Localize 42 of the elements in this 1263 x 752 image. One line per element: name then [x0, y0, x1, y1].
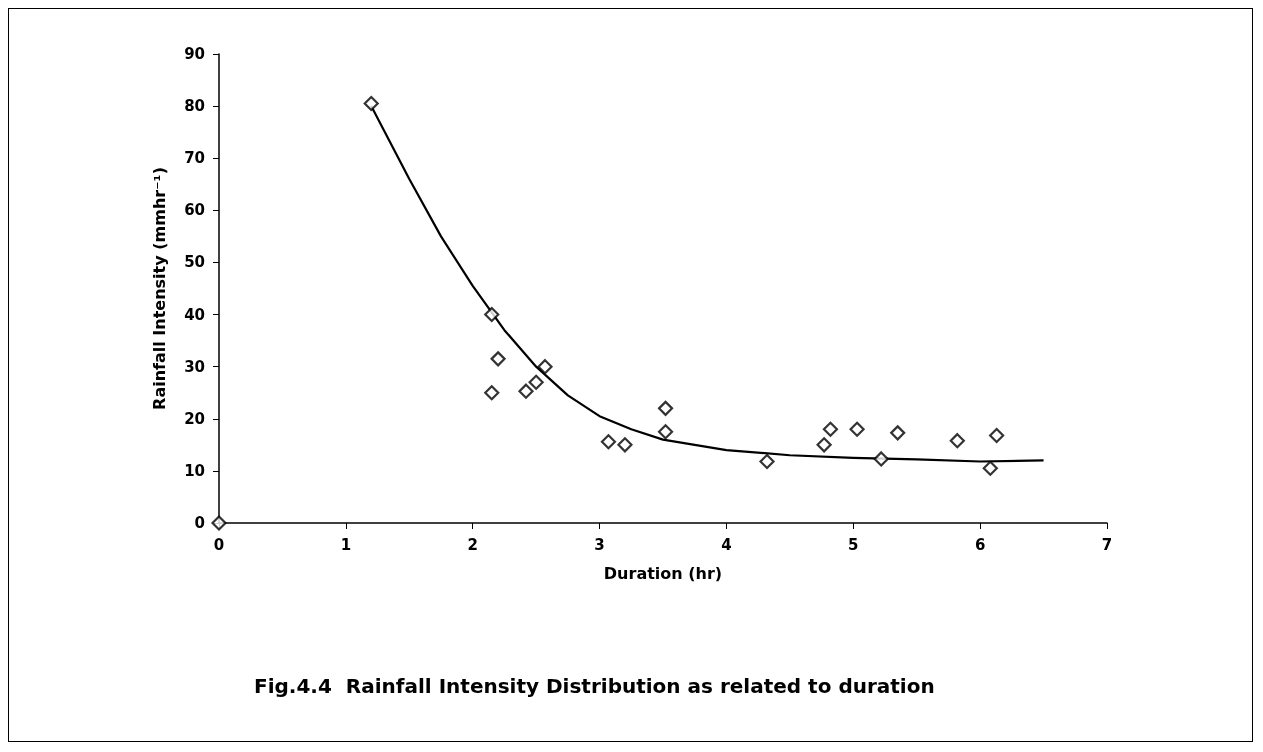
y-tick-label: 40	[184, 305, 205, 324]
x-tick-label: 5	[848, 535, 859, 554]
y-tick-label: 0	[194, 514, 205, 532]
y-axis-title: Rainfall Intensity (mmhr⁻¹)	[149, 167, 169, 410]
point	[211, 515, 227, 531]
y-tick-label: 80	[184, 97, 205, 116]
point	[657, 424, 674, 440]
y-tick-label: 60	[184, 201, 205, 220]
point	[537, 359, 553, 375]
x-tick-label: 2	[467, 535, 478, 554]
point	[822, 421, 839, 437]
x-tick-label: 4	[721, 535, 732, 554]
y-tick-label: 70	[184, 149, 205, 168]
x-tick-label: 7	[1101, 535, 1113, 554]
point	[363, 95, 379, 112]
point	[873, 451, 889, 467]
point	[484, 385, 500, 401]
point	[600, 434, 617, 450]
point	[816, 437, 832, 453]
point	[982, 460, 998, 476]
point	[989, 427, 1005, 444]
x-tick-label: 6	[974, 535, 986, 554]
point	[490, 351, 506, 367]
point	[949, 433, 965, 449]
x-tick-label: 3	[594, 535, 605, 554]
point	[657, 400, 674, 416]
y-tick-label: 90	[184, 45, 205, 63]
x-tick-label: 1	[340, 535, 352, 554]
point	[617, 437, 633, 453]
point	[528, 374, 544, 390]
x-axis-title: Duration (hr)	[603, 563, 723, 583]
y-tick-label: 30	[184, 357, 205, 376]
point	[518, 383, 534, 399]
y-tick-label: 20	[184, 409, 205, 428]
point	[484, 306, 500, 323]
y-tick-label: 50	[184, 253, 205, 272]
point	[849, 421, 865, 437]
point	[890, 425, 906, 441]
x-tick-label: 0	[213, 535, 225, 554]
y-tick-label: 10	[184, 461, 205, 480]
point	[759, 453, 775, 470]
text: Fig.4.4 Rainfall Intensity Distribution as related to duration	[254, 674, 935, 698]
